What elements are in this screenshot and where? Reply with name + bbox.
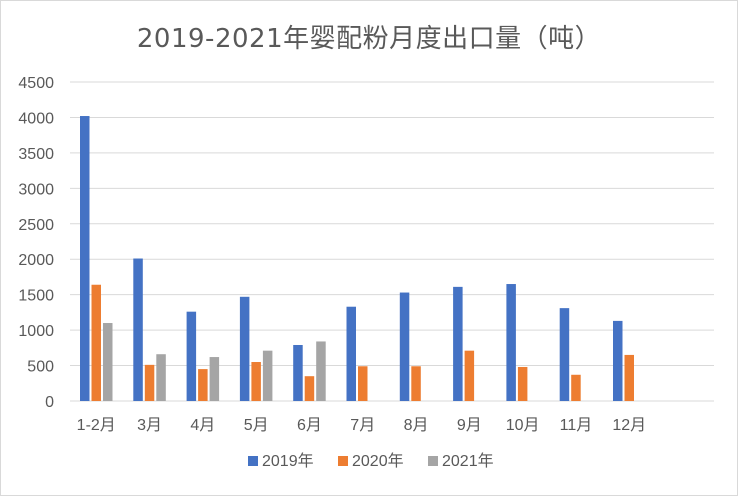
bar [559,308,570,401]
legend-swatch [338,456,348,466]
y-tick-label: 2500 [18,217,54,234]
y-tick-label: 2000 [18,252,54,269]
legend-label: 2021年 [442,452,494,470]
x-tick-label: 9月 [457,417,482,434]
bar [624,354,634,401]
bar [517,366,528,401]
bar [571,374,581,401]
bar [91,284,101,401]
bar [80,116,90,401]
bar [144,364,155,401]
y-tick-label: 3500 [18,146,54,163]
bar [399,292,410,401]
y-tick-label: 3000 [18,181,54,198]
bar [346,306,356,401]
x-tick-label: 11月 [560,417,593,434]
x-tick-label: 12月 [612,417,646,434]
bar [293,344,303,401]
y-tick-label: 0 [45,394,54,411]
x-tick-label: 3月 [137,417,162,434]
y-tick-label: 500 [27,359,54,376]
legend-label: 2019年 [262,452,314,470]
bars [80,116,634,401]
legend-swatch [428,456,438,466]
legend-label: 2020年 [352,452,404,470]
bar [411,366,421,401]
bar [316,341,326,401]
x-tick-label: 6月 [297,417,322,434]
bar [464,350,475,401]
bar [453,286,463,401]
x-axis-ticks: 1-2月 3月 4月 5月 6月 7月 8月 9月 10月 11月 12月 [77,417,646,434]
gridlines [70,81,714,402]
bar [262,350,273,401]
bar [186,311,197,401]
legend: 2019年 2020年 2021年 [248,452,494,470]
x-tick-label: 8月 [404,417,429,434]
bar [133,258,143,401]
x-tick-label: 4月 [190,417,215,434]
y-axis-ticks: 0 500 1000 1500 2000 2500 3000 3500 4000 4500 [18,75,54,411]
y-tick-label: 1000 [18,323,54,340]
legend-swatch [248,456,258,466]
bar [239,296,250,401]
y-tick-label: 1500 [18,288,54,305]
x-tick-label: 5月 [244,417,269,434]
x-tick-label: 10月 [506,417,540,434]
y-tick-label: 4500 [18,75,54,92]
bar [358,366,368,401]
bar [613,320,623,401]
bar [209,357,220,401]
y-tick-label: 4000 [18,110,54,127]
chart-title: 2019-2021年婴配粉月度出口量（吨） [136,24,602,54]
bar [103,323,113,401]
bar [304,376,315,401]
bar [506,284,516,401]
bar [198,369,208,401]
x-tick-label: 1-2月 [77,417,116,434]
bar [156,354,166,401]
x-tick-label: 7月 [350,417,375,434]
bar [251,362,261,401]
